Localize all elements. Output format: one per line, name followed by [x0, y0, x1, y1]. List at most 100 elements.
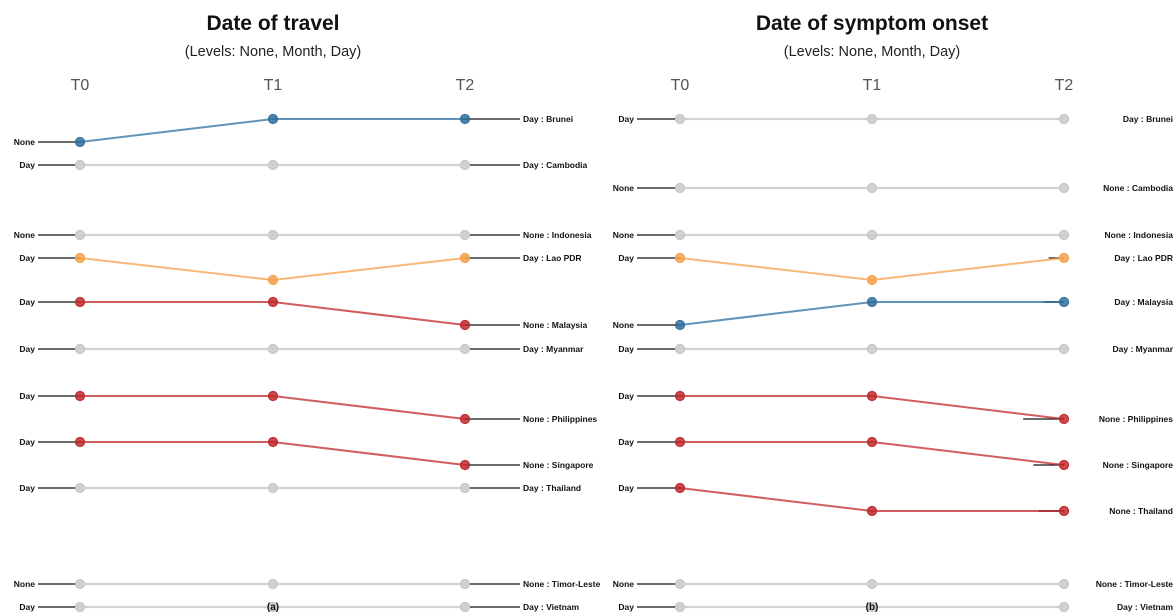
t2-label: Day : Malaysia [1114, 297, 1173, 307]
t2-label: Day : Brunei [1123, 114, 1173, 124]
t2-label: Day : Vietnam [523, 602, 580, 612]
data-point [866, 343, 878, 355]
data-point [267, 343, 279, 355]
data-point [74, 436, 86, 448]
data-point [74, 136, 86, 148]
panel-caption: (b) [866, 602, 879, 613]
data-point [866, 578, 878, 590]
t2-label: None : Malaysia [523, 320, 588, 330]
data-point [866, 274, 878, 286]
time-label-t2: T2 [456, 77, 475, 94]
data-point [74, 229, 86, 241]
data-point [267, 229, 279, 241]
data-point [1058, 182, 1070, 194]
panel-caption: (a) [267, 602, 279, 613]
t2-label: None : Indonesia [1105, 230, 1174, 240]
data-point [1058, 505, 1070, 517]
data-point [674, 390, 686, 402]
data-point [1058, 578, 1070, 590]
data-point [674, 113, 686, 125]
t0-label: None [613, 230, 635, 240]
t2-label: None : Singapore [1103, 460, 1174, 470]
data-point [459, 229, 471, 241]
data-point [267, 113, 279, 125]
t0-label: Day [19, 483, 35, 493]
data-point [674, 578, 686, 590]
data-point [866, 390, 878, 402]
time-label-t1: T1 [264, 77, 283, 94]
t2-label: None : Cambodia [1103, 183, 1173, 193]
data-point [866, 601, 878, 613]
t2-label: Day : Vietnam [1117, 602, 1174, 612]
data-point [1058, 229, 1070, 241]
t2-label: Day : Brunei [523, 114, 573, 124]
t0-label: Day [618, 253, 634, 263]
data-point [267, 159, 279, 171]
t2-label: Day : Myanmar [523, 344, 584, 354]
panel-b: Date of symptom onset (Levels: None, Mont… [613, 12, 1174, 613]
data-point [1058, 252, 1070, 264]
data-point [459, 601, 471, 613]
t0-label: None [14, 137, 36, 147]
t0-label: Day [618, 344, 634, 354]
time-label-t0: T0 [671, 77, 690, 94]
t2-label: None : Philippines [523, 414, 597, 424]
time-label-t2: T2 [1055, 77, 1074, 94]
t2-label: Day : Lao PDR [523, 253, 582, 263]
t0-label: Day [618, 483, 634, 493]
t0-label: Day [19, 160, 35, 170]
data-point [74, 343, 86, 355]
data-point [459, 113, 471, 125]
t2-label: Day : Myanmar [1113, 344, 1174, 354]
data-point [866, 182, 878, 194]
data-point [267, 482, 279, 494]
t0-label: None [14, 230, 36, 240]
data-point [1058, 413, 1070, 425]
t2-label: Day : Lao PDR [1114, 253, 1173, 263]
t0-label: Day [19, 602, 35, 612]
t2-label: None : Singapore [523, 460, 594, 470]
t0-label: None [14, 579, 36, 589]
data-point [674, 182, 686, 194]
data-point [1058, 296, 1070, 308]
chart-subtitle: (Levels: None, Month, Day) [784, 44, 961, 60]
data-point [1058, 343, 1070, 355]
t2-label: None : Timor-Leste [523, 579, 601, 589]
data-point [674, 436, 686, 448]
data-point [267, 274, 279, 286]
data-point [459, 252, 471, 264]
t0-label: Day [19, 391, 35, 401]
data-point [459, 459, 471, 471]
chart-title: Date of symptom onset [756, 12, 988, 35]
data-point [74, 159, 86, 171]
t2-label: None : Thailand [1109, 506, 1173, 516]
data-point [1058, 113, 1070, 125]
t2-label: None : Philippines [1099, 414, 1173, 424]
data-point [74, 482, 86, 494]
t0-label: Day [19, 344, 35, 354]
t0-label: None [613, 579, 635, 589]
data-point [674, 252, 686, 264]
t0-label: None [613, 320, 635, 330]
t0-label: Day [19, 297, 35, 307]
data-point [866, 113, 878, 125]
data-point [866, 296, 878, 308]
data-point [674, 601, 686, 613]
data-point [674, 319, 686, 331]
data-point [459, 343, 471, 355]
data-point [74, 296, 86, 308]
data-point [74, 601, 86, 613]
time-label-t0: T0 [71, 77, 90, 94]
data-point [74, 390, 86, 402]
data-point [866, 436, 878, 448]
t0-label: Day [19, 437, 35, 447]
time-label-t1: T1 [863, 77, 882, 94]
data-point [267, 578, 279, 590]
data-point [459, 578, 471, 590]
data-point [74, 252, 86, 264]
data-point [267, 390, 279, 402]
data-point [267, 436, 279, 448]
data-point [459, 159, 471, 171]
data-point [1058, 601, 1070, 613]
